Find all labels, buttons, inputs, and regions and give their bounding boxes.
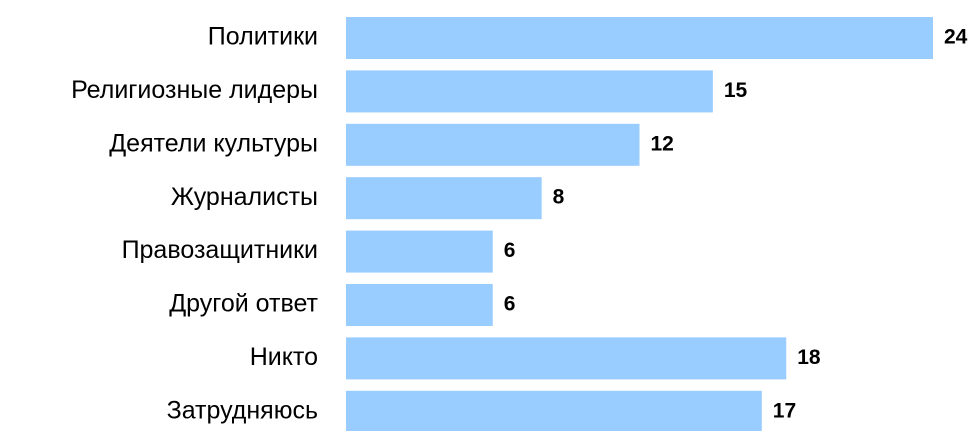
value-label: 8 [553, 186, 565, 209]
category-label: Политики [208, 23, 318, 51]
bar [346, 70, 713, 113]
bar [346, 17, 933, 59]
category-label: Правозащитники [122, 236, 318, 264]
bar [346, 284, 493, 326]
value-label: 12 [651, 132, 674, 155]
bar [346, 337, 787, 380]
value-label: 6 [504, 293, 516, 316]
bar [346, 123, 640, 166]
category-label: Журналисты [171, 183, 318, 211]
bar [346, 230, 493, 273]
value-label: 24 [944, 26, 968, 49]
category-label: Религиозные лидеры [71, 76, 318, 104]
category-label: Никто [250, 343, 318, 371]
value-label: 17 [773, 399, 796, 422]
value-label: 15 [724, 79, 748, 102]
value-label: 6 [504, 239, 516, 262]
bar [346, 177, 542, 220]
bar [346, 390, 762, 431]
category-label: Затрудняюсь [167, 396, 318, 424]
category-label: Другой ответ [169, 290, 318, 318]
value-label: 18 [797, 346, 821, 369]
category-label: Деятели культуры [109, 129, 318, 157]
